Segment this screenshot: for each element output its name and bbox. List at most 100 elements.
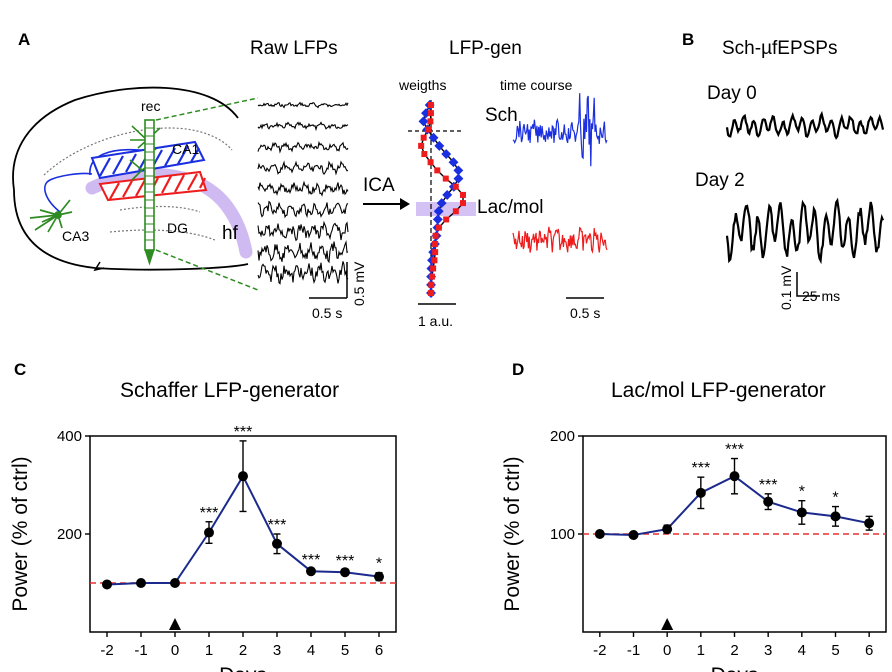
weights-lacmol-marker: [432, 232, 439, 239]
weights-sch-marker: [453, 165, 464, 176]
weights-scale-au: 1 a.u.: [418, 313, 453, 329]
hf-band: [85, 167, 253, 259]
chart-title: Lac/mol LFP-generator: [611, 379, 826, 402]
x-tick-label: 4: [307, 642, 315, 659]
x-tick-label: 4: [798, 642, 806, 659]
ca3-neuron-icon: [29, 199, 73, 233]
significance-label: ***: [234, 424, 253, 441]
x-tick-label: -2: [100, 642, 113, 659]
raw-lfp-trace: [257, 121, 349, 132]
treatment-marker-icon: [169, 618, 181, 630]
weights-lacmol-marker: [431, 257, 438, 264]
y-tick-label: 200: [550, 428, 575, 445]
data-point: [729, 471, 740, 482]
data-point: [594, 529, 605, 539]
weights-sch-marker: [441, 149, 452, 159]
raw-lfp-trace: [257, 101, 349, 109]
raw-lfp-trace: [257, 140, 349, 154]
significance-label: ***: [725, 442, 744, 459]
x-tick-label: 0: [171, 642, 179, 659]
raw-lfp-scalebar: [309, 262, 348, 299]
weights-lacmol-marker: [428, 273, 435, 280]
y-axis-label: Power (% of ctrl): [9, 456, 32, 611]
significance-label: ***: [336, 553, 355, 570]
recording-electrode: [144, 119, 155, 266]
data-point: [662, 524, 673, 535]
raw-lfp-trace: [257, 261, 349, 285]
weights-lacmol-marker: [427, 118, 434, 125]
panel-b-scale-mv: 0.1 mV: [778, 265, 794, 310]
weights-sch-marker: [418, 116, 429, 127]
ica-label: ICA: [363, 175, 395, 196]
raw-lfps-title: Raw LFPs: [250, 38, 338, 59]
panel-b-letter: B: [682, 30, 694, 49]
raw-lfp-trace: [257, 220, 349, 242]
treatment-marker-icon: [661, 618, 674, 630]
weights-band-highlight: [416, 202, 476, 216]
zoom-line-bottom: [155, 249, 259, 291]
weights-sch-marker: [442, 189, 453, 200]
x-tick-label: 1: [697, 642, 705, 659]
weights-lacmol-marker: [432, 249, 439, 256]
raw-lfp-trace: [257, 240, 349, 264]
weights-lacmol-marker: [427, 102, 434, 108]
sch-label: Sch: [485, 105, 518, 126]
ca1-label: CA1: [172, 141, 199, 157]
data-point: [830, 511, 841, 522]
raw-lfp-trace: [257, 160, 349, 176]
data-point: [170, 578, 180, 588]
x-tick-label: 3: [764, 642, 772, 659]
y-tick-label: 400: [57, 428, 82, 445]
x-axis-label: Days: [219, 664, 267, 672]
ica-arrow-icon: [363, 198, 410, 210]
dg-label: DG: [167, 220, 188, 236]
data-point: [374, 571, 384, 582]
day2-trace: [725, 197, 885, 265]
weights-sch-marker: [434, 140, 445, 151]
weights-sch-marker: [453, 173, 464, 184]
data-point: [238, 471, 248, 482]
weights-sch-marker: [448, 157, 459, 168]
day2-label: Day 2: [695, 170, 745, 191]
weights-lacmol-marker: [425, 126, 432, 133]
x-tick-label: 2: [239, 642, 247, 659]
x-tick-label: 1: [205, 642, 213, 659]
data-point: [272, 538, 282, 549]
outline-notch: [93, 261, 105, 272]
significance-label: ***: [268, 517, 287, 534]
x-tick-label: 6: [375, 642, 383, 659]
weights-lacmol-marker: [459, 200, 466, 207]
weights-sch-marker: [432, 214, 443, 225]
panel-d-letter: D: [512, 360, 524, 379]
weights-sch-marker: [428, 132, 439, 143]
ca3-label: CA3: [62, 228, 89, 244]
blue-axon-ca3: [44, 172, 93, 213]
weights-lacmol-marker: [452, 183, 459, 190]
x-tick-label: 0: [663, 642, 671, 659]
weights-plot: [408, 100, 476, 298]
y-tick-label: 100: [550, 526, 575, 543]
y-tick-label: 200: [57, 526, 82, 543]
x-tick-label: 5: [341, 642, 349, 659]
weights-lacmol-marker: [418, 142, 425, 149]
panel-b-scalebar: [796, 272, 820, 297]
hippocampus-diagram: [12, 86, 259, 291]
time-course-lacmol-trace: [512, 226, 608, 254]
weights-lacmol-marker: [459, 191, 466, 198]
x-axis-label: Days: [711, 664, 759, 672]
panel-b-title: Sch-µfEPSPs: [722, 38, 837, 59]
significance-label: ***: [759, 477, 778, 494]
zoom-line-top: [155, 97, 259, 121]
panel-c-letter: C: [14, 360, 26, 379]
significance-label: ***: [200, 505, 219, 522]
data-point: [628, 529, 639, 540]
weights-sch-marker: [433, 206, 444, 217]
hippocampus-outline-top: [12, 86, 239, 191]
chart-d: Lac/mol LFP-generator 100 200 -2 -1 0 1 2 3 4 5 6 Da…: [501, 379, 887, 672]
dotted-layer-dg: [119, 205, 201, 213]
data-point: [763, 496, 774, 507]
weights-lacmol-marker: [427, 159, 434, 166]
hippocampus-outline-bottom: [13, 189, 249, 271]
